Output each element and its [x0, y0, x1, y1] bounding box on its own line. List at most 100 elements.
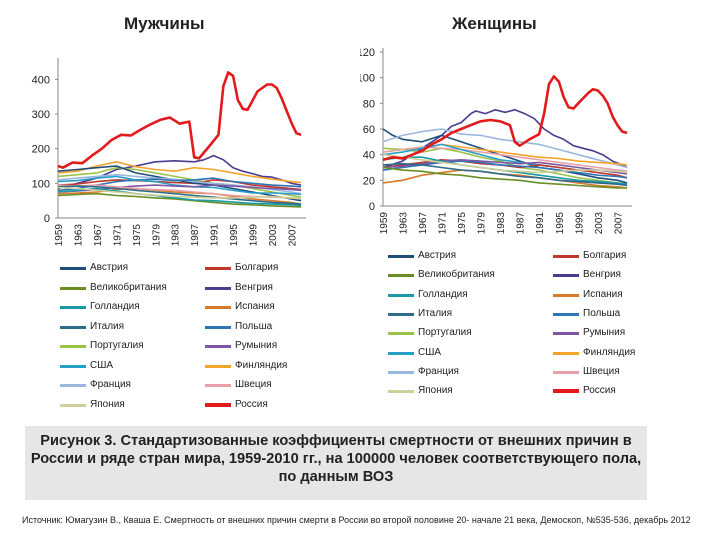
men-legend-label: Болгария — [235, 262, 279, 273]
women-legend-label: Франция — [418, 365, 459, 377]
women-legend-label: США — [418, 346, 442, 358]
men-legend-label: Италия — [90, 320, 125, 332]
men-legend-label: Испания — [235, 301, 275, 312]
men-legend-label: Румыния — [235, 340, 278, 351]
women-legend-label: Австрия — [418, 250, 457, 261]
women-x-tick-label: 1995 — [555, 212, 566, 235]
women-x-tick-label: 1979 — [477, 212, 488, 235]
source-note: Источник: Юмагузин В., Кваша Е. Смертнос… — [22, 515, 691, 525]
women-y-tick-label: 60 — [363, 124, 375, 136]
men-legend-swatch — [60, 267, 86, 270]
men-legend-swatch — [60, 364, 86, 368]
men-y-tick-label: 0 — [44, 213, 50, 225]
women-y-tick-label: 80 — [363, 98, 375, 110]
women-x-tick-label: 1999 — [574, 212, 585, 235]
women-legend-label: Швеция — [583, 365, 620, 377]
women-legend-swatch — [553, 389, 579, 394]
chart-women-legend: Австрия Болгария Великобритания Венгрия Голл… — [388, 250, 708, 400]
women-legend-label: Италия — [418, 307, 453, 319]
men-series-line — [57, 179, 302, 191]
men-x-tick-label: 1975 — [132, 224, 143, 247]
women-legend-swatch — [388, 332, 414, 336]
men-legend-label: Венгрия — [235, 281, 273, 293]
men-x-tick-label: 1959 — [54, 224, 65, 247]
women-legend-label: Финляндия — [583, 346, 636, 358]
men-legend-label: Финляндия — [235, 359, 288, 371]
men-y-tick-label: 100 — [32, 178, 50, 190]
chart-men-panel: Мужчины 0 100 200 300 400 1959 1963 1967 1971 197… — [0, 0, 360, 420]
men-legend-label: Россия — [235, 398, 268, 410]
men-legend-label: Польша — [235, 320, 273, 332]
men-series-line — [57, 161, 302, 184]
women-legend-swatch — [553, 370, 579, 374]
men-x-tick-label: 2003 — [268, 224, 279, 247]
caption-line-3: по данным ВОЗ — [278, 469, 394, 485]
men-legend-swatch — [205, 286, 231, 290]
women-series-line — [382, 75, 628, 162]
men-legend-swatch — [205, 402, 231, 407]
women-legend-swatch — [553, 274, 579, 278]
men-x-tick-label: 2007 — [287, 224, 298, 247]
men-legend-swatch — [60, 286, 86, 290]
women-legend-label: Венгрия — [583, 269, 621, 281]
women-legend-label: Испания — [583, 288, 623, 300]
women-legend-label: Польша — [583, 307, 621, 319]
women-series-line — [382, 109, 628, 169]
men-legend-label: Япония — [90, 398, 125, 410]
women-legend-label: Великобритания — [418, 269, 495, 281]
chart-women-panel: Женщины 0 20 40 60 80 100 120 1959 1963 1967 1971 1… — [360, 0, 720, 420]
women-x-tick-label: 1991 — [535, 212, 546, 235]
women-x-tick-label: 1987 — [516, 212, 527, 235]
men-series-line — [57, 186, 302, 200]
caption-line-1: Рисунок 3. Стандартизованные коэффициент… — [40, 433, 632, 449]
women-legend-label: Португалия — [418, 327, 472, 339]
women-legend-swatch — [388, 390, 414, 394]
men-legend-swatch — [205, 345, 231, 348]
men-series-line — [57, 177, 302, 192]
women-x-tick-label: 1975 — [457, 212, 468, 235]
men-series-line — [57, 192, 302, 208]
men-series-line — [57, 187, 302, 205]
women-x-tick-label: 1983 — [496, 212, 507, 235]
women-x-tick-label: 1967 — [418, 212, 429, 235]
women-legend-label: Япония — [418, 385, 453, 397]
women-x-tick-label: 2007 — [613, 212, 624, 235]
men-legend-label: США — [90, 359, 114, 371]
men-legend-swatch — [60, 384, 86, 387]
women-series-line — [382, 128, 628, 169]
men-y-tick-label: 400 — [32, 74, 50, 86]
caption-line-2: России и ряде стран мира, 1959-2010 гг.,… — [30, 451, 642, 467]
women-legend-swatch — [553, 312, 579, 316]
women-legend-swatch — [388, 274, 414, 278]
men-series-line — [57, 154, 302, 190]
men-legend-swatch — [60, 345, 86, 348]
women-legend-label: Болгария — [583, 250, 627, 261]
men-legend-swatch — [60, 403, 86, 407]
women-series-line — [382, 153, 628, 174]
chart-women-svg: 0 20 40 60 80 100 120 1959 1963 1967 1971 1975 1979 1… — [360, 47, 632, 235]
women-y-tick-label: 120 — [360, 47, 375, 59]
women-y-tick-label: 100 — [360, 73, 375, 85]
men-series-line — [57, 187, 302, 207]
chart-men-title: Мужчины — [124, 14, 205, 33]
women-legend-label: Румыния — [583, 327, 626, 339]
men-legend-label: Великобритания — [90, 281, 167, 293]
women-legend-swatch — [553, 332, 579, 336]
men-x-tick-label: 1999 — [249, 224, 260, 247]
women-legend-label: Россия — [583, 385, 616, 397]
women-legend-swatch — [388, 255, 414, 258]
women-legend-swatch — [553, 351, 579, 355]
women-y-tick-label: 40 — [363, 150, 375, 162]
men-x-tick-label: 1983 — [171, 224, 182, 247]
women-x-tick-label: 1963 — [399, 212, 410, 235]
women-x-tick-label: 1959 — [379, 212, 390, 235]
women-y-tick-label: 0 — [369, 201, 375, 213]
women-y-tick-label: 20 — [363, 175, 375, 187]
men-legend-swatch — [205, 364, 231, 368]
men-legend-label: Португалия — [90, 340, 144, 351]
men-legend-label: Австрия — [90, 262, 129, 273]
women-series-line — [382, 162, 628, 187]
men-y-tick-label: 300 — [32, 109, 50, 121]
women-legend-swatch — [388, 370, 414, 374]
chart-women-title: Женщины — [452, 14, 537, 33]
